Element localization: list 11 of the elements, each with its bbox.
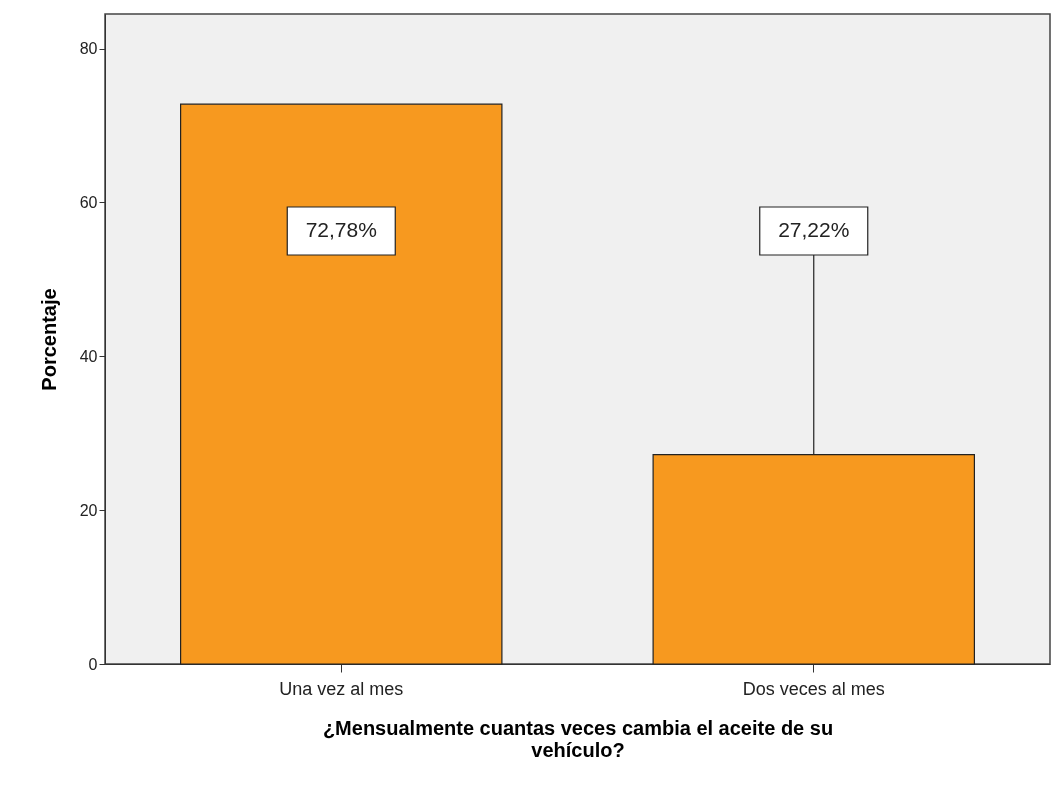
y-tick-label: 80 [79, 40, 98, 58]
data-label: 27,22% [778, 218, 850, 241]
y-tick-label: 0 [88, 655, 98, 673]
x-tick-label: Una vez al mes [279, 678, 404, 699]
data-label: 72,78% [305, 218, 377, 241]
y-tick-label: 40 [79, 347, 98, 365]
x-tick-label: Dos veces al mes [742, 678, 885, 699]
y-tick-label: 60 [79, 193, 98, 211]
x-axis-title: ¿Mensualmente cuantas veces cambia el aceite de su vehículo? [322, 716, 834, 761]
y-axis-title: Porcentaje [37, 288, 60, 391]
y-tick-label: 20 [79, 501, 98, 519]
